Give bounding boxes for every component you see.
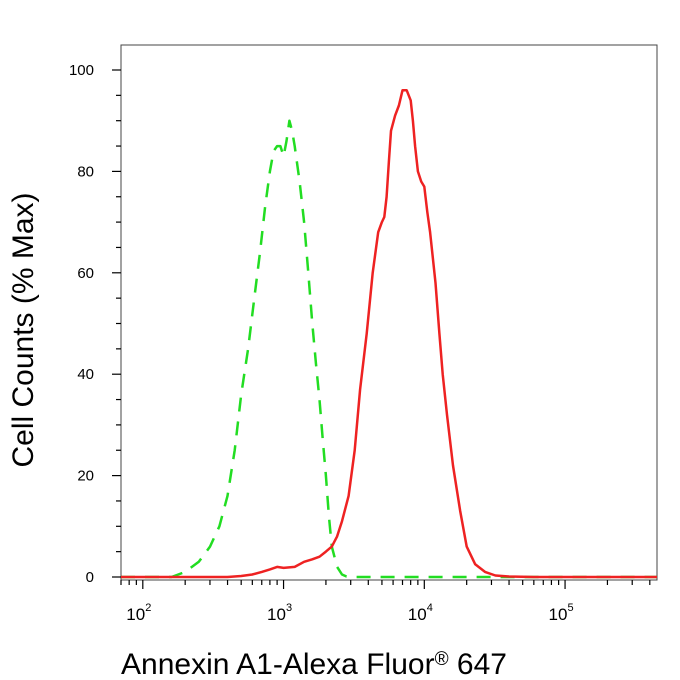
plot-frame — [120, 44, 658, 581]
y-tick-label: 60 — [77, 265, 94, 282]
x-tick-exponent: 4 — [427, 602, 433, 614]
x-axis: 102 103 104 105 — [120, 580, 651, 624]
series-line-dashed — [121, 119, 657, 579]
x-tick-base: 10 — [126, 605, 145, 624]
series-line-solid — [121, 89, 657, 579]
y-tick-label: 20 — [77, 468, 94, 485]
x-tick-label: 103 — [267, 602, 292, 624]
y-tick-label: 0 — [86, 569, 94, 586]
x-tick-base: 10 — [408, 605, 427, 624]
series-group — [121, 89, 657, 579]
x-tick-label: 105 — [549, 602, 574, 624]
x-tick-exponent: 3 — [286, 602, 292, 614]
y-tick-label: 100 — [69, 62, 94, 79]
x-tick-exponent: 5 — [567, 602, 573, 614]
x-axis-label-suffix: 647 — [449, 648, 507, 680]
x-tick-label: 102 — [126, 602, 151, 624]
x-tick-base: 10 — [549, 605, 568, 624]
plot-border — [120, 44, 658, 581]
y-tick-label: 80 — [77, 163, 94, 180]
x-axis-label: Annexin A1-Alexa Fluor® 647 — [121, 648, 507, 680]
x-axis-label-main: Annexin A1-Alexa Fluor — [121, 648, 435, 680]
x-axis-label-mark: ® — [435, 649, 449, 670]
x-tick-base: 10 — [267, 605, 286, 624]
y-tick-label: 40 — [77, 366, 94, 383]
x-tick-exponent: 2 — [145, 602, 151, 614]
y-axis: 0 20 40 60 80 100 — [69, 62, 121, 586]
y-axis-label: Cell Counts (% Max) — [7, 192, 40, 467]
x-tick-label: 104 — [408, 602, 433, 624]
